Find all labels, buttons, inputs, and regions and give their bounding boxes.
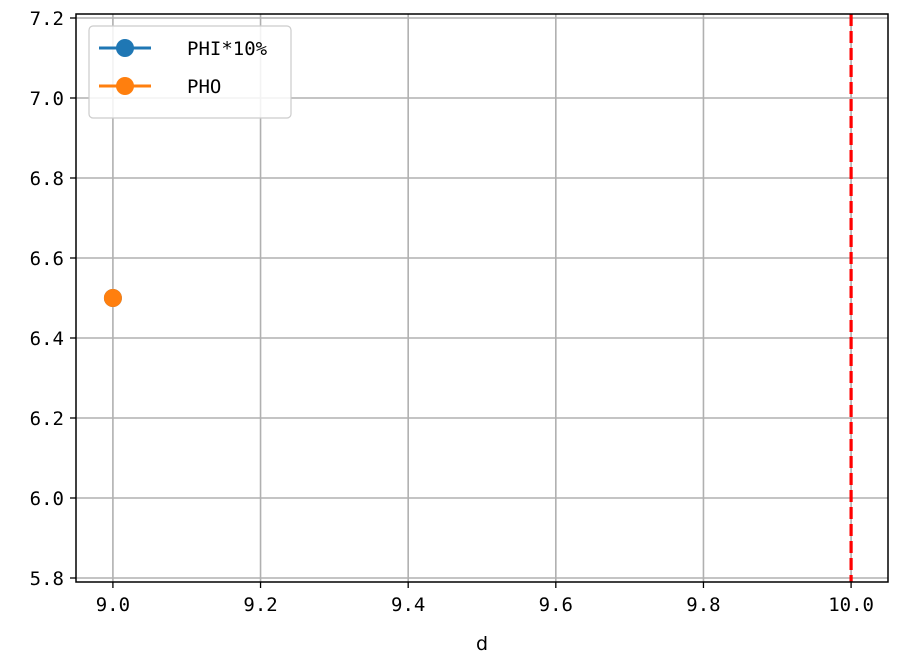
y-tick-label: 6.4 [30,328,64,350]
x-tick-label: 9.0 [96,594,130,616]
x-tick-label: 9.2 [243,594,277,616]
plot-frame [75,13,889,583]
legend-label: PHI*10% [187,38,268,60]
legend-item: PHI*10% [99,38,268,60]
y-tick-label: 6.2 [30,408,64,430]
data-point [103,289,122,307]
x-tick-label: 10.0 [828,594,874,616]
legend-item: PHO [99,76,221,98]
x-tick-label: 9.4 [391,594,425,616]
x-tick-label: 9.8 [686,594,720,616]
y-tick-label: 6.0 [30,488,64,510]
y-tick-label: 7.0 [30,88,64,110]
y-tick-label: 6.8 [30,168,64,190]
series-layer [103,289,122,307]
x-tick-label: 9.6 [539,594,573,616]
x-axis-label: d [476,633,488,655]
y-tick-label: 6.6 [30,248,64,270]
y-axis: 5.8 6.0 6.2 6.4 6.6 6.8 7.0 7.2 [30,8,76,590]
series-pho [103,289,122,307]
legend-marker [116,77,134,95]
x-axis: 9.0 9.2 9.4 9.6 9.8 10.0 [96,582,874,616]
y-tick-label: 5.8 [30,568,64,590]
legend-marker [116,39,134,57]
legend-label: PHO [187,76,221,98]
y-tick-label: 7.2 [30,8,64,30]
legend: PHI*10% PHO [88,25,292,119]
